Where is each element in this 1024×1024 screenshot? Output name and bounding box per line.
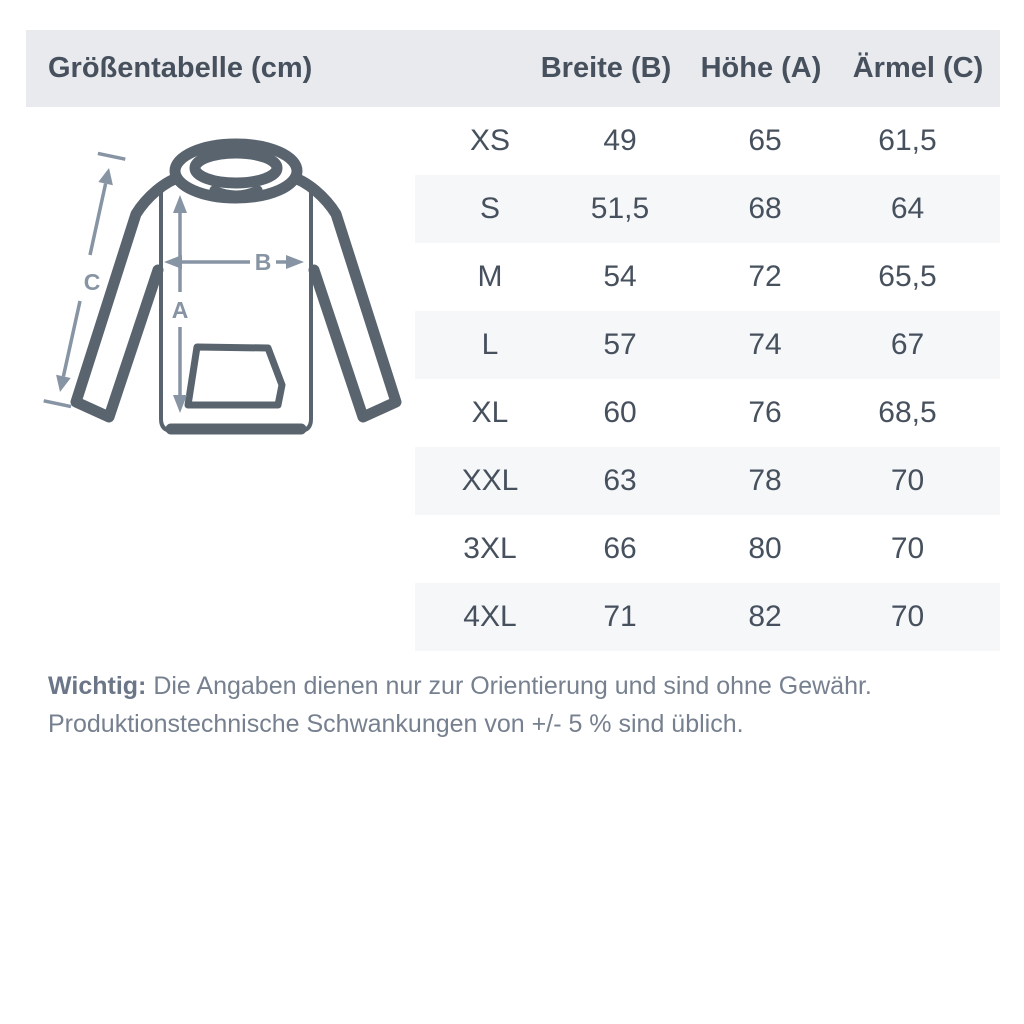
size-label: XS bbox=[469, 124, 511, 157]
breite-value: 51,5 bbox=[590, 192, 650, 225]
table-row: S 51,5 68 64 bbox=[26, 175, 1000, 243]
aermel-value: 64 bbox=[890, 192, 925, 225]
column-header-aermel: Ärmel (C) bbox=[852, 52, 984, 84]
hoehe-value: 65 bbox=[748, 124, 782, 157]
hoehe-value: 74 bbox=[748, 328, 782, 361]
size-label: XXL bbox=[461, 464, 519, 497]
hoehe-value: 78 bbox=[748, 464, 782, 497]
aermel-value: 67 bbox=[890, 328, 925, 361]
aermel-value: 65,5 bbox=[878, 260, 937, 293]
dimension-a-arrow: A bbox=[172, 195, 189, 413]
table-row: 4XL 71 82 70 bbox=[26, 583, 1000, 651]
dimension-a-label: A bbox=[172, 297, 189, 323]
dimension-b-arrow: B bbox=[164, 249, 304, 275]
disclaimer-emphasis: Wichtig: bbox=[48, 672, 147, 700]
aermel-value: 70 bbox=[890, 600, 925, 633]
dimension-c-label: C bbox=[84, 269, 101, 295]
hoehe-value: 68 bbox=[748, 192, 782, 225]
breite-value: 66 bbox=[603, 532, 637, 565]
size-label: XL bbox=[471, 396, 509, 429]
hoodie-collar bbox=[209, 185, 263, 200]
aermel-value: 68,5 bbox=[878, 396, 937, 429]
table-row: XXL 63 78 70 bbox=[26, 447, 1000, 515]
breite-value: 49 bbox=[603, 124, 637, 157]
disclaimer-line1: Die Angaben dienen nur zur Orientierung … bbox=[153, 672, 872, 700]
hoodie-hood-inner bbox=[189, 147, 283, 189]
size-label: S bbox=[479, 192, 500, 225]
hoehe-value: 72 bbox=[748, 260, 782, 293]
table-row: L 57 74 67 bbox=[26, 311, 1000, 379]
table-row: XL 60 76 68,5 bbox=[26, 379, 1000, 447]
dimension-c-arrow: C bbox=[43, 151, 126, 409]
breite-value: 60 bbox=[603, 396, 637, 429]
table-header: Größentabelle (cm) Breite (B) Höhe (A) Ä… bbox=[26, 30, 1000, 107]
column-header-hoehe: Höhe (A) bbox=[700, 52, 822, 84]
breite-value: 57 bbox=[603, 328, 637, 361]
aermel-value: 70 bbox=[890, 532, 925, 565]
table-row: XS 49 65 61,5 bbox=[26, 107, 1000, 175]
size-label: M bbox=[477, 260, 503, 293]
aermel-value: 70 bbox=[890, 464, 925, 497]
table-row: 3XL 66 80 70 bbox=[26, 515, 1000, 583]
breite-value: 54 bbox=[603, 260, 637, 293]
column-header-breite: Breite (B) bbox=[540, 52, 672, 84]
hoehe-value: 80 bbox=[748, 532, 782, 565]
hoodie-pocket bbox=[184, 343, 286, 409]
dimension-b-label: B bbox=[255, 249, 272, 275]
size-label: 4XL bbox=[463, 600, 517, 633]
breite-value: 63 bbox=[603, 464, 637, 497]
breite-value: 71 bbox=[603, 600, 637, 633]
aermel-value: 61,5 bbox=[878, 124, 937, 157]
size-label: L bbox=[481, 328, 499, 361]
table-row: M 54 72 65,5 bbox=[26, 243, 1000, 311]
disclaimer-note: Wichtig: Die Angaben dienen nur zur Orie… bbox=[48, 667, 978, 743]
hoehe-value: 76 bbox=[748, 396, 782, 429]
page-title: Größentabelle (cm) bbox=[48, 52, 313, 84]
size-table: XS 49 65 61,5 S 51,5 68 64 M 54 72 65,5 bbox=[26, 107, 1000, 651]
hoodie-diagram-icon: A B C bbox=[43, 138, 402, 435]
hoehe-value: 82 bbox=[748, 600, 782, 633]
disclaimer-line2: Produktionstechnische Schwankungen von +… bbox=[48, 710, 744, 738]
size-label: 3XL bbox=[463, 532, 517, 565]
